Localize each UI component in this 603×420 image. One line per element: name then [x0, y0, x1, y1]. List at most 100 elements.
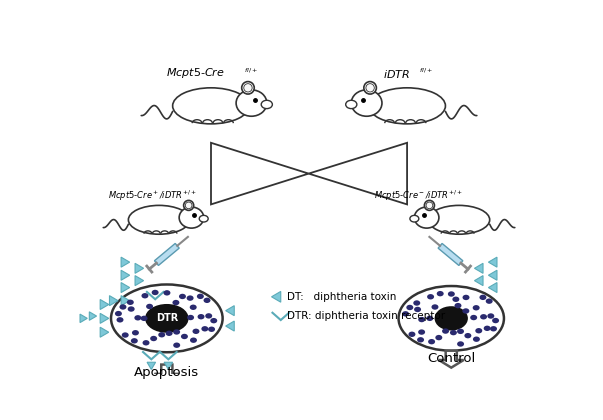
- Ellipse shape: [448, 291, 455, 297]
- Text: $^{fl/+}$: $^{fl/+}$: [418, 68, 433, 76]
- Polygon shape: [226, 306, 234, 316]
- Ellipse shape: [158, 332, 165, 337]
- Ellipse shape: [414, 307, 421, 312]
- Ellipse shape: [408, 332, 415, 337]
- Polygon shape: [100, 327, 109, 337]
- Polygon shape: [488, 257, 497, 267]
- Polygon shape: [121, 257, 130, 267]
- Ellipse shape: [142, 340, 150, 346]
- Ellipse shape: [172, 300, 180, 305]
- Polygon shape: [121, 296, 130, 306]
- Polygon shape: [154, 244, 179, 265]
- Ellipse shape: [179, 294, 186, 299]
- Ellipse shape: [146, 304, 153, 309]
- Ellipse shape: [470, 315, 477, 320]
- Ellipse shape: [399, 286, 504, 351]
- Polygon shape: [226, 321, 234, 331]
- Ellipse shape: [487, 313, 494, 319]
- Polygon shape: [135, 276, 144, 286]
- Ellipse shape: [186, 295, 194, 301]
- Ellipse shape: [414, 207, 439, 228]
- Ellipse shape: [208, 327, 215, 332]
- Ellipse shape: [127, 299, 134, 305]
- Ellipse shape: [425, 200, 434, 210]
- Ellipse shape: [197, 294, 204, 299]
- Ellipse shape: [402, 311, 409, 317]
- Ellipse shape: [122, 332, 128, 338]
- Ellipse shape: [172, 88, 250, 124]
- Ellipse shape: [368, 88, 446, 124]
- Ellipse shape: [185, 202, 192, 209]
- Ellipse shape: [166, 331, 172, 336]
- Polygon shape: [135, 263, 144, 273]
- Text: $Mcpt5$-$Cre^-$/$iDTR^{+/+}$: $Mcpt5$-$Cre^-$/$iDTR^{+/+}$: [374, 189, 463, 203]
- Polygon shape: [147, 362, 156, 370]
- Ellipse shape: [346, 100, 357, 109]
- Ellipse shape: [492, 318, 499, 323]
- Polygon shape: [121, 270, 130, 280]
- Ellipse shape: [163, 290, 171, 296]
- Polygon shape: [100, 299, 109, 310]
- Ellipse shape: [442, 328, 449, 334]
- Ellipse shape: [204, 298, 210, 303]
- Ellipse shape: [190, 304, 197, 310]
- Polygon shape: [211, 143, 309, 205]
- Text: $Mcpt5$-$Cre$: $Mcpt5$-$Cre$: [166, 66, 225, 80]
- Ellipse shape: [463, 308, 469, 314]
- Ellipse shape: [418, 317, 425, 322]
- Ellipse shape: [452, 297, 459, 302]
- Ellipse shape: [192, 328, 200, 334]
- Text: $Mcpt5$-$Cre^+$/$iDTR^{+/+}$: $Mcpt5$-$Cre^+$/$iDTR^{+/+}$: [108, 189, 197, 203]
- Polygon shape: [271, 291, 281, 302]
- Ellipse shape: [463, 295, 470, 300]
- Text: Control: Control: [427, 352, 475, 365]
- Ellipse shape: [479, 295, 487, 300]
- Ellipse shape: [151, 290, 159, 295]
- Ellipse shape: [140, 316, 148, 321]
- Ellipse shape: [352, 90, 382, 116]
- Ellipse shape: [244, 84, 252, 92]
- Ellipse shape: [184, 200, 194, 210]
- Ellipse shape: [490, 326, 497, 331]
- Polygon shape: [475, 263, 483, 273]
- Ellipse shape: [366, 84, 374, 92]
- Polygon shape: [154, 365, 179, 381]
- Ellipse shape: [457, 329, 464, 334]
- Ellipse shape: [428, 205, 490, 234]
- Polygon shape: [164, 362, 172, 370]
- Ellipse shape: [435, 307, 467, 330]
- Ellipse shape: [413, 300, 420, 306]
- Ellipse shape: [179, 207, 204, 228]
- Ellipse shape: [132, 330, 139, 336]
- Ellipse shape: [242, 81, 254, 94]
- Ellipse shape: [261, 100, 273, 109]
- Ellipse shape: [484, 326, 491, 331]
- Ellipse shape: [364, 81, 376, 94]
- Ellipse shape: [410, 215, 419, 222]
- Polygon shape: [439, 351, 464, 368]
- Ellipse shape: [406, 305, 413, 310]
- Polygon shape: [80, 314, 87, 323]
- Ellipse shape: [181, 334, 188, 339]
- Ellipse shape: [128, 306, 134, 312]
- Ellipse shape: [437, 291, 444, 297]
- Polygon shape: [488, 283, 497, 293]
- Ellipse shape: [146, 305, 188, 332]
- Text: DTR: DTR: [156, 313, 178, 323]
- Ellipse shape: [142, 293, 148, 299]
- Ellipse shape: [480, 314, 487, 320]
- Ellipse shape: [198, 314, 204, 319]
- Ellipse shape: [426, 202, 433, 209]
- Ellipse shape: [116, 317, 124, 323]
- Ellipse shape: [432, 304, 438, 310]
- Text: DT:   diphtheria toxin: DT: diphtheria toxin: [287, 292, 396, 302]
- Ellipse shape: [427, 294, 434, 299]
- Ellipse shape: [417, 337, 424, 342]
- Ellipse shape: [173, 329, 180, 335]
- Ellipse shape: [205, 313, 212, 319]
- Polygon shape: [309, 143, 407, 205]
- Text: $iDTR$: $iDTR$: [384, 68, 411, 80]
- Ellipse shape: [464, 333, 472, 339]
- Text: $^{fl/+}$: $^{fl/+}$: [244, 68, 258, 76]
- Ellipse shape: [236, 90, 267, 116]
